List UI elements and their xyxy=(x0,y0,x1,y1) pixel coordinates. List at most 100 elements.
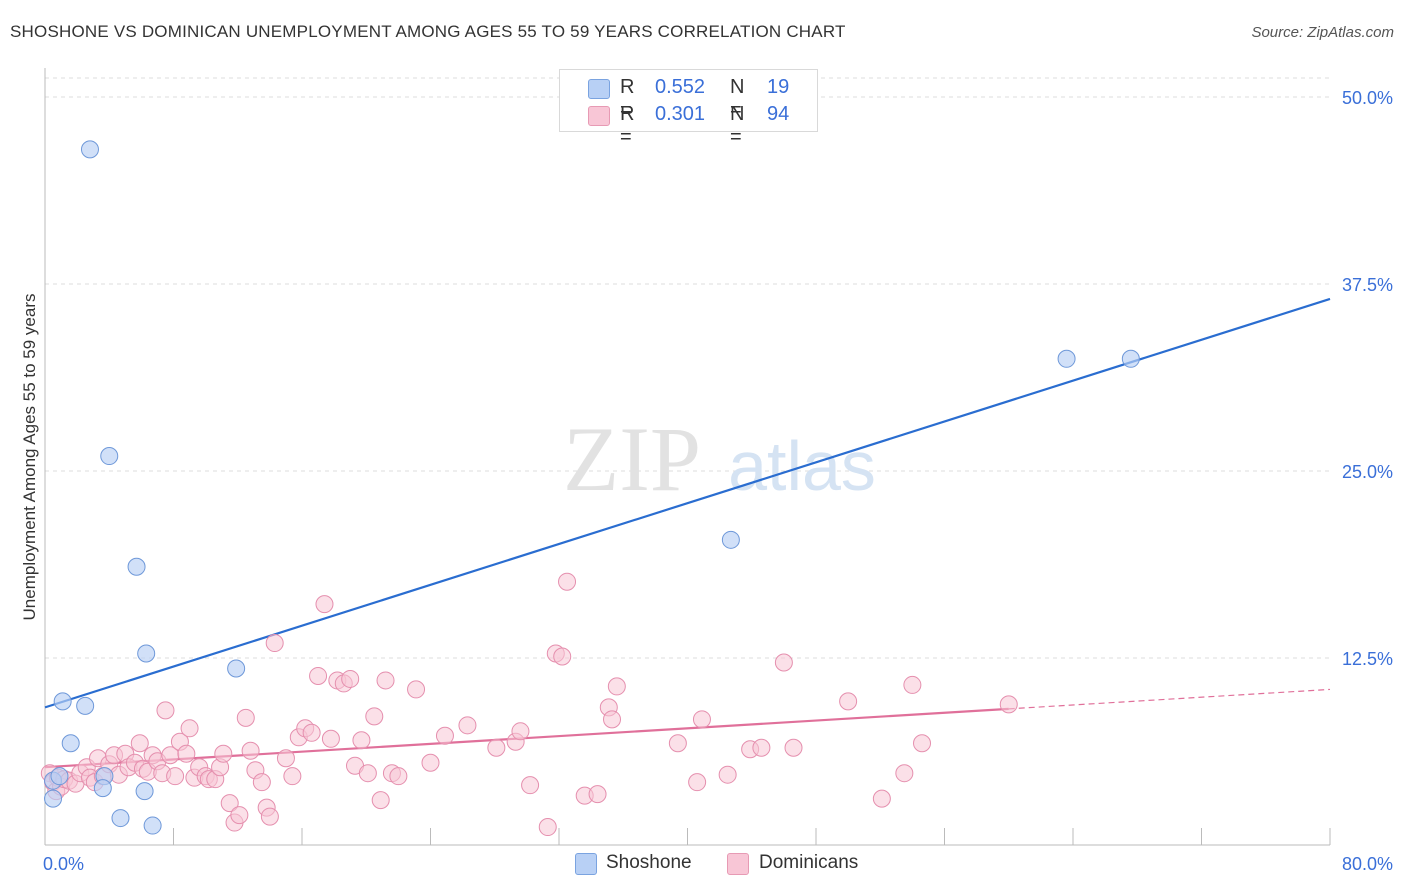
bottom-legend-dominicans: Dominicans xyxy=(759,852,859,873)
dominican-point xyxy=(487,738,506,757)
dominican-point xyxy=(999,695,1018,714)
dominican-point xyxy=(895,764,914,783)
shoshone-point xyxy=(76,696,95,715)
grid-lines xyxy=(45,77,1330,659)
shoshone-point xyxy=(53,692,72,711)
shoshone-point xyxy=(1121,349,1140,368)
legend: R = 0.552 N = 19 R = 0.301 N = 94 xyxy=(559,69,818,148)
shoshone-point xyxy=(100,447,119,466)
dominican-point xyxy=(538,818,557,837)
dominican-point xyxy=(230,806,249,825)
y-tick-label: 12.5% xyxy=(1342,649,1393,669)
dominican-point xyxy=(376,671,395,690)
x-tick-label: 0.0% xyxy=(43,854,84,874)
dominican-point xyxy=(458,716,477,735)
legend-r-label: R = xyxy=(620,76,635,121)
dominican-point xyxy=(220,794,239,813)
dominican-point xyxy=(688,773,707,792)
dominican-point xyxy=(774,653,793,672)
bottom-legend-swatch-shoshone xyxy=(575,853,597,875)
legend-n-label: N = xyxy=(730,103,745,148)
dominican-point xyxy=(389,767,408,786)
dominican-point xyxy=(511,722,530,741)
dominican-point xyxy=(521,776,540,795)
shoshone-point xyxy=(137,644,156,663)
dominican-point xyxy=(315,595,334,614)
dominican-trend-extension xyxy=(1008,688,1331,710)
legend-r-value: 0.552 xyxy=(655,76,706,98)
dominican-point xyxy=(321,729,340,748)
dominican-point xyxy=(407,680,426,699)
dominican-point xyxy=(252,773,271,792)
dominican-point xyxy=(558,572,577,591)
dominican-point xyxy=(784,738,803,757)
shoshone-point xyxy=(80,140,99,159)
dominican-trend-line xyxy=(44,707,1009,769)
dominican-point xyxy=(421,753,440,772)
dominican-point xyxy=(236,708,255,727)
dominican-point xyxy=(913,734,932,753)
shoshone-point xyxy=(50,767,69,786)
dominican-point xyxy=(260,807,279,826)
dominican-point xyxy=(668,734,687,753)
dominican-point xyxy=(371,791,390,810)
watermark-zip: ZIP xyxy=(563,408,701,510)
y-tick-label: 25.0% xyxy=(1342,462,1393,482)
dominican-point xyxy=(435,726,454,745)
shoshone-point xyxy=(135,782,154,801)
dominican-point xyxy=(872,789,891,808)
dominican-point xyxy=(166,767,185,786)
bottom-legend-swatch-dominicans xyxy=(727,853,749,875)
legend-n-value: 19 xyxy=(767,76,790,98)
dominican-point xyxy=(177,744,196,763)
dominican-point xyxy=(603,710,622,729)
dominican-point xyxy=(180,719,199,738)
y-axis-label: Unemployment Among Ages 55 to 59 years xyxy=(20,294,39,621)
shoshone-point xyxy=(111,809,130,828)
dominican-point xyxy=(752,738,771,757)
watermark: ZIP atlas xyxy=(563,408,876,510)
source-label: Source: ZipAtlas.com xyxy=(1251,24,1394,41)
dominican-point xyxy=(265,634,284,653)
dominican-point xyxy=(309,666,328,685)
dominican-point xyxy=(607,677,626,696)
shoshone-point xyxy=(93,779,112,798)
legend-n-label: N = xyxy=(730,76,745,121)
shoshone-point xyxy=(44,789,63,808)
shoshone-point xyxy=(721,530,740,549)
dominican-point xyxy=(692,710,711,729)
axes xyxy=(44,68,1331,846)
dominican-point xyxy=(283,767,302,786)
x-tick-label: 80.0% xyxy=(1342,854,1393,874)
legend-r-value: 0.301 xyxy=(655,103,706,125)
dominican-point xyxy=(341,669,360,688)
dominican-point xyxy=(241,741,260,760)
legend-r-label: R = xyxy=(620,103,635,148)
dominican-point xyxy=(214,744,233,763)
tick-labels: 12.5% 25.0% 37.5% 50.0% 0.0% 80.0% xyxy=(43,88,1393,874)
dominican-point xyxy=(588,785,607,804)
dominican-point xyxy=(352,731,371,750)
y-tick-label: 50.0% xyxy=(1342,88,1393,108)
shoshone-point xyxy=(1057,349,1076,368)
data-points xyxy=(40,140,1140,837)
shoshone-trend-line xyxy=(44,297,1331,709)
dominican-point xyxy=(365,707,384,726)
shoshone-point xyxy=(227,659,246,678)
chart-title: SHOSHONE VS DOMINICAN UNEMPLOYMENT AMONG… xyxy=(10,22,846,41)
shoshone-point xyxy=(143,816,162,835)
legend-swatch-dominicans xyxy=(588,106,610,126)
shoshone-point xyxy=(61,734,80,753)
dominican-point xyxy=(839,692,858,711)
bottom-legend-shoshone: Shoshone xyxy=(606,852,692,873)
dominican-point xyxy=(903,675,922,694)
dominican-point xyxy=(302,723,321,742)
legend-n-value: 94 xyxy=(767,103,790,125)
dominican-point xyxy=(156,701,175,720)
shoshone-point xyxy=(127,557,146,576)
dominican-point xyxy=(358,764,377,783)
dominican-point xyxy=(276,749,295,768)
dominican-point xyxy=(130,734,149,753)
y-tick-label: 37.5% xyxy=(1342,275,1393,295)
